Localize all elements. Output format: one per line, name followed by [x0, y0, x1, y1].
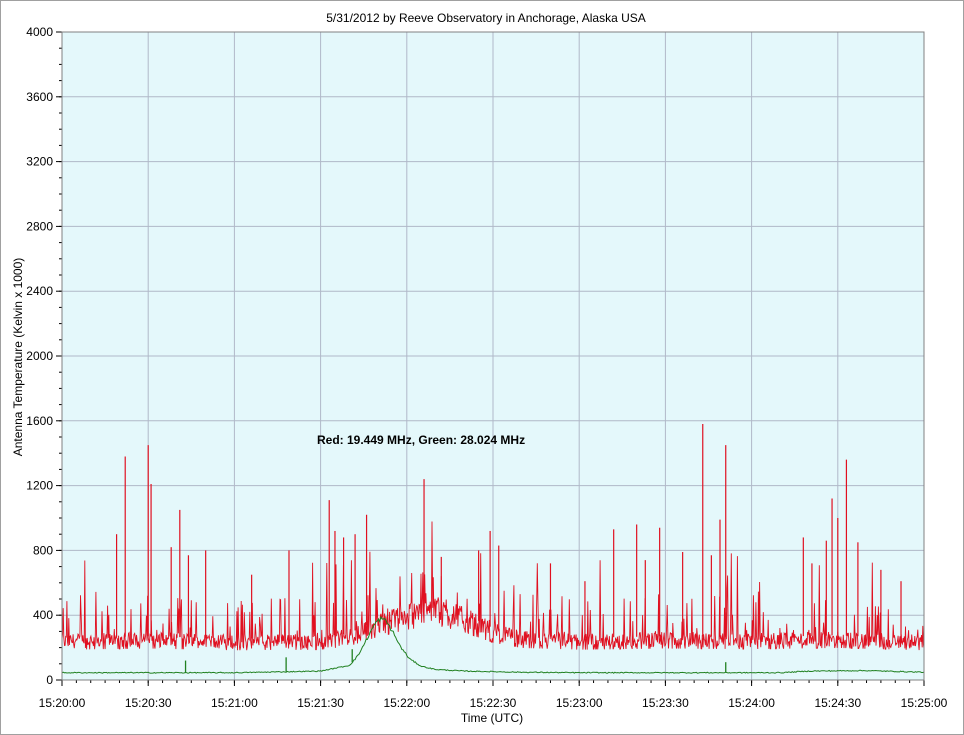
x-tick-label: 15:20:30: [125, 696, 172, 710]
x-tick-label: 15:21:30: [297, 696, 344, 710]
x-tick-label: 15:23:30: [642, 696, 689, 710]
y-tick-label: 2400: [26, 284, 53, 298]
y-tick-label: 400: [33, 608, 53, 622]
red-trace: [61, 521, 925, 651]
x-tick-label: 15:20:00: [39, 696, 86, 710]
y-tick-label: 0: [46, 673, 53, 687]
y-tick-label: 2000: [26, 349, 53, 363]
y-axis-label: Antenna Temperature (Kelvin x 1000): [11, 258, 25, 457]
y-tick-label: 2800: [26, 219, 53, 233]
y-tick-label: 1600: [26, 414, 53, 428]
series-red: [61, 424, 925, 651]
x-tick-label: 15:24:30: [814, 696, 861, 710]
y-tick-label: 1200: [26, 479, 53, 493]
x-tick-label: 15:25:00: [901, 696, 948, 710]
x-axis: 15:20:00 15:20:30 15:21:00 15:21:30 15:22:00…: [39, 680, 948, 710]
x-tick-label: 15:22:00: [383, 696, 430, 710]
y-tick-label: 800: [33, 543, 53, 557]
y-axis: 0 400 800 1200 1600 2000 2400 2800 3200 3600 4000: [26, 25, 62, 687]
series-green: [61, 615, 925, 674]
x-tick-label: 15:22:30: [470, 696, 517, 710]
green-trace: [61, 615, 925, 674]
plot-border: [61, 31, 925, 681]
x-axis-label: Time (UTC): [461, 711, 523, 725]
chart-title: 5/31/2012 by Reeve Observatory in Anchor…: [326, 11, 646, 25]
x-tick-label: 15:24:00: [728, 696, 775, 710]
x-tick-label: 15:21:00: [211, 696, 258, 710]
x-tick-label: 15:23:00: [556, 696, 603, 710]
y-tick-label: 3200: [26, 155, 53, 169]
y-tick-label: 3600: [26, 90, 53, 104]
chart-annotation: Red: 19.449 MHz, Green: 28.024 MHz: [317, 433, 525, 447]
y-tick-label: 4000: [26, 25, 53, 39]
